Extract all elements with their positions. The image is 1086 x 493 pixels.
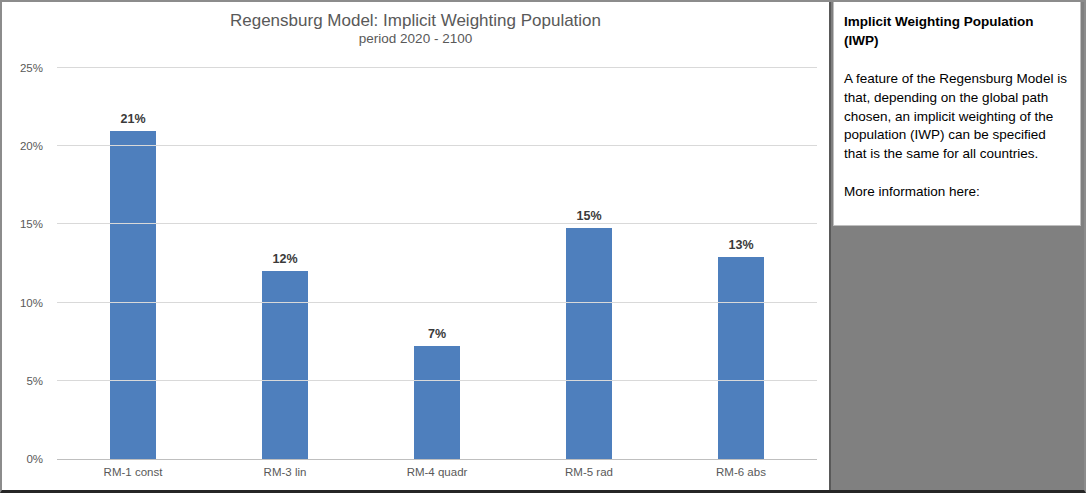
y-axis-tick-label: 15%: [20, 218, 43, 230]
gridline: [57, 380, 817, 381]
chart-subtitle: period 2020 - 2100: [2, 31, 829, 47]
gridline: [57, 223, 817, 224]
plot-area: 21%RM-1 const12%RM-3 lin7%RM-4 quadr15%R…: [57, 68, 817, 460]
bar-slot: 21%RM-1 const: [57, 68, 209, 459]
chart-title-block: Regensburg Model: Implicit Weighting Pop…: [2, 10, 829, 47]
info-body-text: A feature of the Regensburg Model is tha…: [844, 70, 1070, 164]
info-link-url: http://iwp.climate-calculator.info: [844, 221, 1070, 226]
x-axis-category-label: RM-4 quadr: [361, 466, 513, 478]
gridline: [57, 67, 817, 68]
chart-title: Regensburg Model: Implicit Weighting Pop…: [2, 10, 829, 31]
x-axis-category-label: RM-3 lin: [209, 466, 361, 478]
bar: [414, 346, 460, 459]
x-axis-category-label: RM-1 const: [57, 466, 209, 478]
bar-value-label: 7%: [428, 327, 446, 341]
bar: [566, 228, 612, 459]
bar-slot: 7%RM-4 quadr: [361, 68, 513, 459]
bar-slot: 12%RM-3 lin: [209, 68, 361, 459]
info-panel: Implicit Weighting Population (IWP) A fe…: [831, 2, 1084, 490]
bar: [262, 271, 308, 459]
bar: [110, 131, 156, 459]
x-axis-category-label: RM-6 abs: [665, 466, 817, 478]
bar-value-label: 12%: [272, 252, 297, 266]
bar-value-label: 21%: [120, 112, 145, 126]
bar-slots: 21%RM-1 const12%RM-3 lin7%RM-4 quadr15%R…: [57, 68, 817, 459]
chart-window: Regensburg Model: Implicit Weighting Pop…: [0, 0, 1086, 493]
bar-slot: 13%RM-6 abs: [665, 68, 817, 459]
y-axis-tick-label: 25%: [20, 62, 43, 74]
bar-value-label: 13%: [728, 238, 753, 252]
x-axis-category-label: RM-5 rad: [513, 466, 665, 478]
y-axis-tick-label: 20%: [20, 140, 43, 152]
gridline: [57, 145, 817, 146]
bar: [718, 257, 764, 459]
bar-slot: 15%RM-5 rad: [513, 68, 665, 459]
y-axis-tick-label: 0%: [26, 453, 43, 465]
bar-chart: Regensburg Model: Implicit Weighting Pop…: [2, 2, 831, 490]
info-box: Implicit Weighting Population (IWP) A fe…: [833, 2, 1081, 226]
y-axis-tick-label: 10%: [20, 297, 43, 309]
gridline: [57, 302, 817, 303]
info-heading: Implicit Weighting Population (IWP): [844, 13, 1070, 51]
info-more-text: More information here:: [844, 183, 1070, 202]
y-axis-tick-label: 5%: [26, 375, 43, 387]
bar-value-label: 15%: [576, 209, 601, 223]
